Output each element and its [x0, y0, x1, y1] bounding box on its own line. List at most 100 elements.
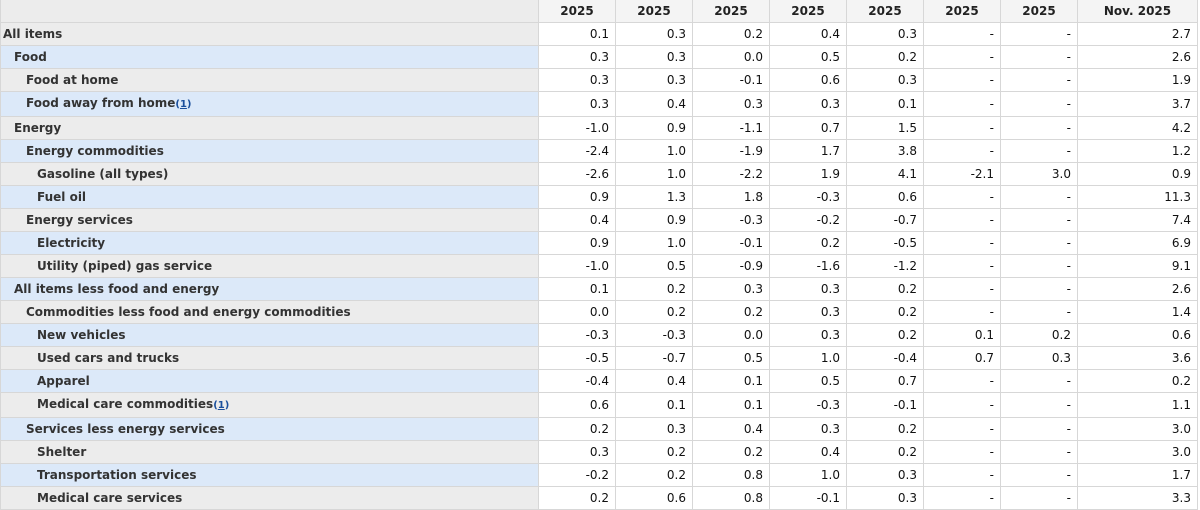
value-cell: 0.2 — [538, 417, 616, 441]
value-cell: -0.2 — [769, 208, 847, 232]
table-row: Transportation services -0.2 0.2 0.8 1.0 0.3-… — [0, 463, 1198, 487]
value-cell: 0.1 — [923, 323, 1001, 347]
table-row: Fuel oil 0.9 1.3 1.8 -0.3 0.6- -11.3 — [0, 185, 1198, 209]
row-label-text: Food — [14, 50, 47, 64]
column-header: 2025 — [769, 0, 847, 23]
value-cell: 0.2 — [846, 300, 924, 324]
value-cell: 1.9 — [1077, 68, 1198, 92]
value-cell: 1.0 — [615, 231, 693, 255]
table-row: Shelter 0.3 0.2 0.2 0.4 0.2- -3.0 — [0, 440, 1198, 464]
value-cell: - — [1000, 369, 1078, 393]
value-cell: 1.9 — [769, 162, 847, 186]
value-cell: -0.3 — [769, 392, 847, 418]
value-cell: - — [923, 22, 1001, 46]
value-cell: - — [923, 116, 1001, 140]
column-header: 2025 — [923, 0, 1001, 23]
value-cell: - — [923, 277, 1001, 301]
value-cell: 9.1 — [1077, 254, 1198, 278]
value-cell: 1.0 — [615, 162, 693, 186]
value-cell: 0.2 — [846, 45, 924, 69]
column-header: 2025 — [538, 0, 616, 23]
footnote-link[interactable]: 1 — [179, 99, 187, 110]
value-cell: -0.1 — [769, 486, 847, 510]
row-label-text: Utility (piped) gas service — [37, 259, 213, 273]
value-cell: - — [923, 231, 1001, 255]
value-cell: 0.2 — [615, 277, 693, 301]
value-cell: -1.0 — [538, 254, 616, 278]
value-cell: 3.0 — [1077, 440, 1198, 464]
value-cell: -0.4 — [846, 346, 924, 370]
value-cell: - — [923, 369, 1001, 393]
row-label: New vehicles — [0, 323, 539, 347]
value-cell: 1.3 — [615, 185, 693, 209]
row-label: Used cars and trucks — [0, 346, 539, 370]
value-cell: 0.9 — [538, 231, 616, 255]
column-header: 2025 — [1000, 0, 1078, 23]
table-row: Food away from home(1) 0.3 0.4 0.3 0.3 0.1- -3… — [0, 91, 1198, 117]
value-cell: 1.2 — [1077, 139, 1198, 163]
value-cell: 1.5 — [846, 116, 924, 140]
value-cell: - — [1000, 208, 1078, 232]
value-cell: 3.3 — [1077, 486, 1198, 510]
row-label-text: Commodities less food and energy commodi… — [26, 305, 351, 319]
value-cell: - — [1000, 392, 1078, 418]
value-cell: -0.1 — [692, 231, 770, 255]
value-cell: 0.0 — [692, 323, 770, 347]
row-label-text: Fuel oil — [37, 190, 87, 204]
value-cell: 0.3 — [538, 440, 616, 464]
value-cell: - — [1000, 45, 1078, 69]
value-cell: - — [1000, 185, 1078, 209]
column-header: 2025 — [615, 0, 693, 23]
value-cell: 0.5 — [615, 254, 693, 278]
table-row: Gasoline (all types) -2.6 1.0 -2.2 1.9 4.1 -2.… — [0, 162, 1198, 186]
value-cell: - — [1000, 300, 1078, 324]
value-cell: 0.2 — [615, 300, 693, 324]
value-cell: -0.3 — [538, 323, 616, 347]
value-cell: - — [923, 91, 1001, 117]
value-cell: 0.2 — [1000, 323, 1078, 347]
value-cell: -0.5 — [846, 231, 924, 255]
footnote-link[interactable]: 1 — [217, 400, 225, 411]
row-label-text: Transportation services — [37, 468, 197, 482]
table-row: All items less food and energy 0.1 0.2 0.3 0… — [0, 277, 1198, 301]
row-label-text: All items less food and energy — [14, 282, 220, 296]
value-cell: -0.3 — [615, 323, 693, 347]
value-cell: - — [923, 463, 1001, 487]
value-cell: -0.5 — [538, 346, 616, 370]
value-cell: 0.1 — [846, 91, 924, 117]
value-cell: - — [1000, 68, 1078, 92]
value-cell: 11.3 — [1077, 185, 1198, 209]
value-cell: 3.0 — [1077, 417, 1198, 441]
header-corner — [0, 0, 539, 23]
value-cell: 1.0 — [769, 463, 847, 487]
value-cell: -0.1 — [846, 392, 924, 418]
value-cell: 0.1 — [538, 277, 616, 301]
row-label-text: Used cars and trucks — [37, 351, 180, 365]
table-row: Commodities less food and energy commodi… — [0, 300, 1198, 324]
value-cell: -0.3 — [692, 208, 770, 232]
row-label: Commodities less food and energy commodi… — [0, 300, 539, 324]
row-label: Energy commodities — [0, 139, 539, 163]
value-cell: - — [923, 208, 1001, 232]
value-cell: 0.6 — [538, 392, 616, 418]
value-cell: 0.3 — [692, 277, 770, 301]
value-cell: 0.9 — [615, 116, 693, 140]
row-label-text: Gasoline (all types) — [37, 167, 169, 181]
value-cell: 0.0 — [538, 300, 616, 324]
value-cell: 0.3 — [846, 68, 924, 92]
value-cell: 0.3 — [1000, 346, 1078, 370]
value-cell: 0.3 — [769, 277, 847, 301]
column-header: Nov. 2025 — [1077, 0, 1198, 23]
table-row: Used cars and trucks -0.5 -0.7 0.5 1.0 -0.4 0.… — [0, 346, 1198, 370]
row-label-text: All items — [3, 27, 63, 41]
value-cell: -2.1 — [923, 162, 1001, 186]
value-cell: 0.3 — [692, 91, 770, 117]
value-cell: 0.8 — [692, 463, 770, 487]
value-cell: 0.4 — [769, 22, 847, 46]
row-label: All items — [0, 22, 539, 46]
value-cell: 1.0 — [615, 139, 693, 163]
row-label-text: Energy services — [26, 213, 133, 227]
value-cell: 0.3 — [615, 45, 693, 69]
row-label: Energy services — [0, 208, 539, 232]
value-cell: -0.7 — [615, 346, 693, 370]
